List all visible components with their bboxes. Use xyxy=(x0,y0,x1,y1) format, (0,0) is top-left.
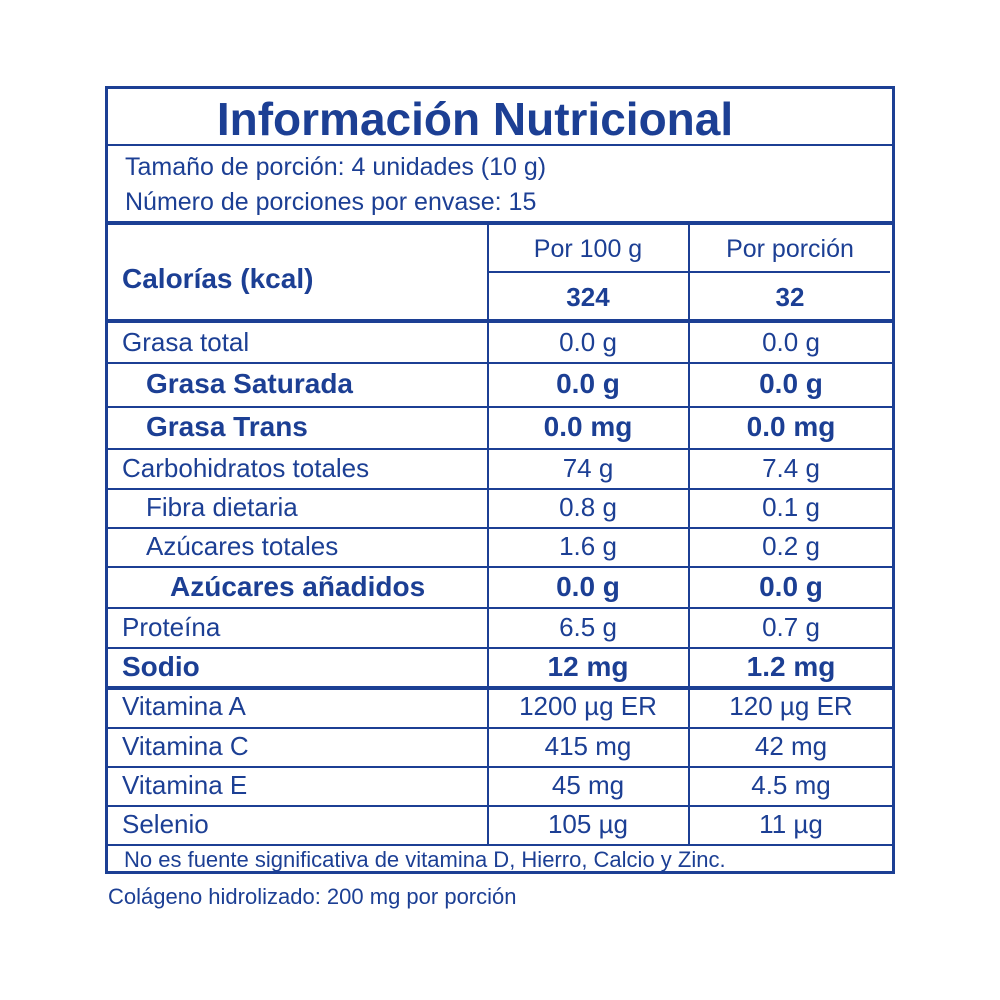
value-per-100g: 1200 µg ER xyxy=(519,691,657,721)
value-per-100g: 1.6 g xyxy=(559,531,617,561)
value-per-serving: 120 µg ER xyxy=(729,691,853,721)
value-per-100g: 0.0 g xyxy=(559,327,617,357)
value-per-100g: 0.8 g xyxy=(559,492,617,522)
nutrient-name: Grasa total xyxy=(122,327,250,357)
divider xyxy=(108,766,892,768)
column-divider xyxy=(688,323,690,844)
divider xyxy=(108,488,892,490)
nutrient-name: Grasa Trans xyxy=(146,411,308,442)
servings-per-container: Número de porciones por envase: 15 xyxy=(125,188,537,216)
nutrient-name: Grasa Saturada xyxy=(146,368,353,399)
value-per-100g: 12 mg xyxy=(547,650,629,682)
calories-per-serving: 32 xyxy=(775,282,805,312)
divider xyxy=(108,844,892,846)
calories-label: Calorías (kcal) xyxy=(122,263,314,294)
value-per-serving: 0.0 g xyxy=(759,368,823,399)
divider xyxy=(108,319,892,323)
divider xyxy=(108,144,892,146)
value-per-serving: 4.5 mg xyxy=(751,770,831,800)
nutrient-row: Vitamina E 45 mg 4.5 mg xyxy=(108,766,892,805)
nutrient-name: Selenio xyxy=(122,809,209,839)
calories-per-100g: 324 xyxy=(566,282,610,312)
value-per-serving: 0.0 g xyxy=(759,570,823,602)
nutrient-row: Grasa total 0.0 g 0.0 g xyxy=(108,323,892,362)
nutrient-name: Vitamina A xyxy=(122,691,246,721)
nutrient-row: Sodio 12 mg 1.2 mg xyxy=(108,647,892,686)
divider xyxy=(108,727,892,729)
divider xyxy=(108,448,892,450)
value-per-100g: 6.5 g xyxy=(559,611,617,642)
serving-size: Tamaño de porción: 4 unidades (10 g) xyxy=(125,153,547,181)
nutrient-row: Grasa Trans 0.0 mg 0.0 mg xyxy=(108,406,892,448)
value-per-100g: 0.0 mg xyxy=(543,411,633,442)
value-per-serving: 0.0 mg xyxy=(746,411,836,442)
nutrient-name: Fibra dietaria xyxy=(146,492,298,522)
nutrient-name: Vitamina C xyxy=(122,731,249,761)
nutrient-row: Carbohidratos totales 74 g 7.4 g xyxy=(108,448,892,488)
nutrient-row: Vitamina C 415 mg 42 mg xyxy=(108,727,892,766)
nutrition-facts-panel: Información Nutricional Tamaño de porció… xyxy=(105,86,895,874)
column-header-per-100g: Por 100 g xyxy=(533,235,643,263)
nutrient-name: Proteína xyxy=(122,611,221,642)
nutrient-row: Fibra dietaria 0.8 g 0.1 g xyxy=(108,488,892,527)
nutrient-row: Selenio 105 µg 11 µg xyxy=(108,805,892,844)
collagen-note: Colágeno hidrolizado: 200 mg por porción xyxy=(108,884,517,909)
nutrient-row: Grasa Saturada 0.0 g 0.0 g xyxy=(108,362,892,406)
value-per-100g: 0.0 g xyxy=(556,570,620,602)
nutrient-row: Vitamina A 1200 µg ER 120 µg ER xyxy=(108,686,892,727)
value-per-100g: 415 mg xyxy=(544,731,632,761)
nutrient-row: Proteína 6.5 g 0.7 g xyxy=(108,607,892,647)
value-per-100g: 105 µg xyxy=(547,809,629,839)
column-header-per-serving: Por porción xyxy=(726,235,854,263)
divider xyxy=(108,566,892,568)
nutrient-name: Azúcares totales xyxy=(146,531,339,561)
divider xyxy=(108,527,892,529)
divider xyxy=(488,271,890,273)
divider xyxy=(108,406,892,408)
value-per-serving: 42 mg xyxy=(754,731,828,761)
value-per-100g: 45 mg xyxy=(551,770,625,800)
value-per-serving: 0.1 g xyxy=(762,492,820,522)
value-per-serving: 0.2 g xyxy=(762,531,820,561)
column-divider xyxy=(487,225,489,321)
nutrient-row: Azúcares totales 1.6 g 0.2 g xyxy=(108,527,892,566)
value-per-serving: 0.0 g xyxy=(762,327,820,357)
value-per-100g: 0.0 g xyxy=(556,368,620,399)
column-divider xyxy=(487,323,489,844)
value-per-serving: 11 µg xyxy=(759,809,823,839)
divider xyxy=(108,362,892,364)
divider xyxy=(108,805,892,807)
value-per-serving: 7.4 g xyxy=(762,452,820,483)
divider xyxy=(108,647,892,649)
value-per-100g: 74 g xyxy=(562,452,614,483)
footnote: No es fuente significativa de vitamina D… xyxy=(124,847,726,872)
nutrient-row: Azúcares añadidos 0.0 g 0.0 g xyxy=(108,566,892,607)
nutrient-name: Vitamina E xyxy=(122,770,248,800)
divider xyxy=(108,221,892,225)
nutrient-name: Sodio xyxy=(122,650,200,682)
panel-title: Información Nutricional xyxy=(216,93,734,145)
value-per-serving: 1.2 mg xyxy=(746,650,836,682)
column-divider xyxy=(688,225,690,321)
nutrient-name: Carbohidratos totales xyxy=(122,452,370,483)
nutrient-name: Azúcares añadidos xyxy=(170,570,426,602)
divider xyxy=(108,607,892,609)
divider xyxy=(108,686,892,690)
value-per-serving: 0.7 g xyxy=(762,611,820,642)
